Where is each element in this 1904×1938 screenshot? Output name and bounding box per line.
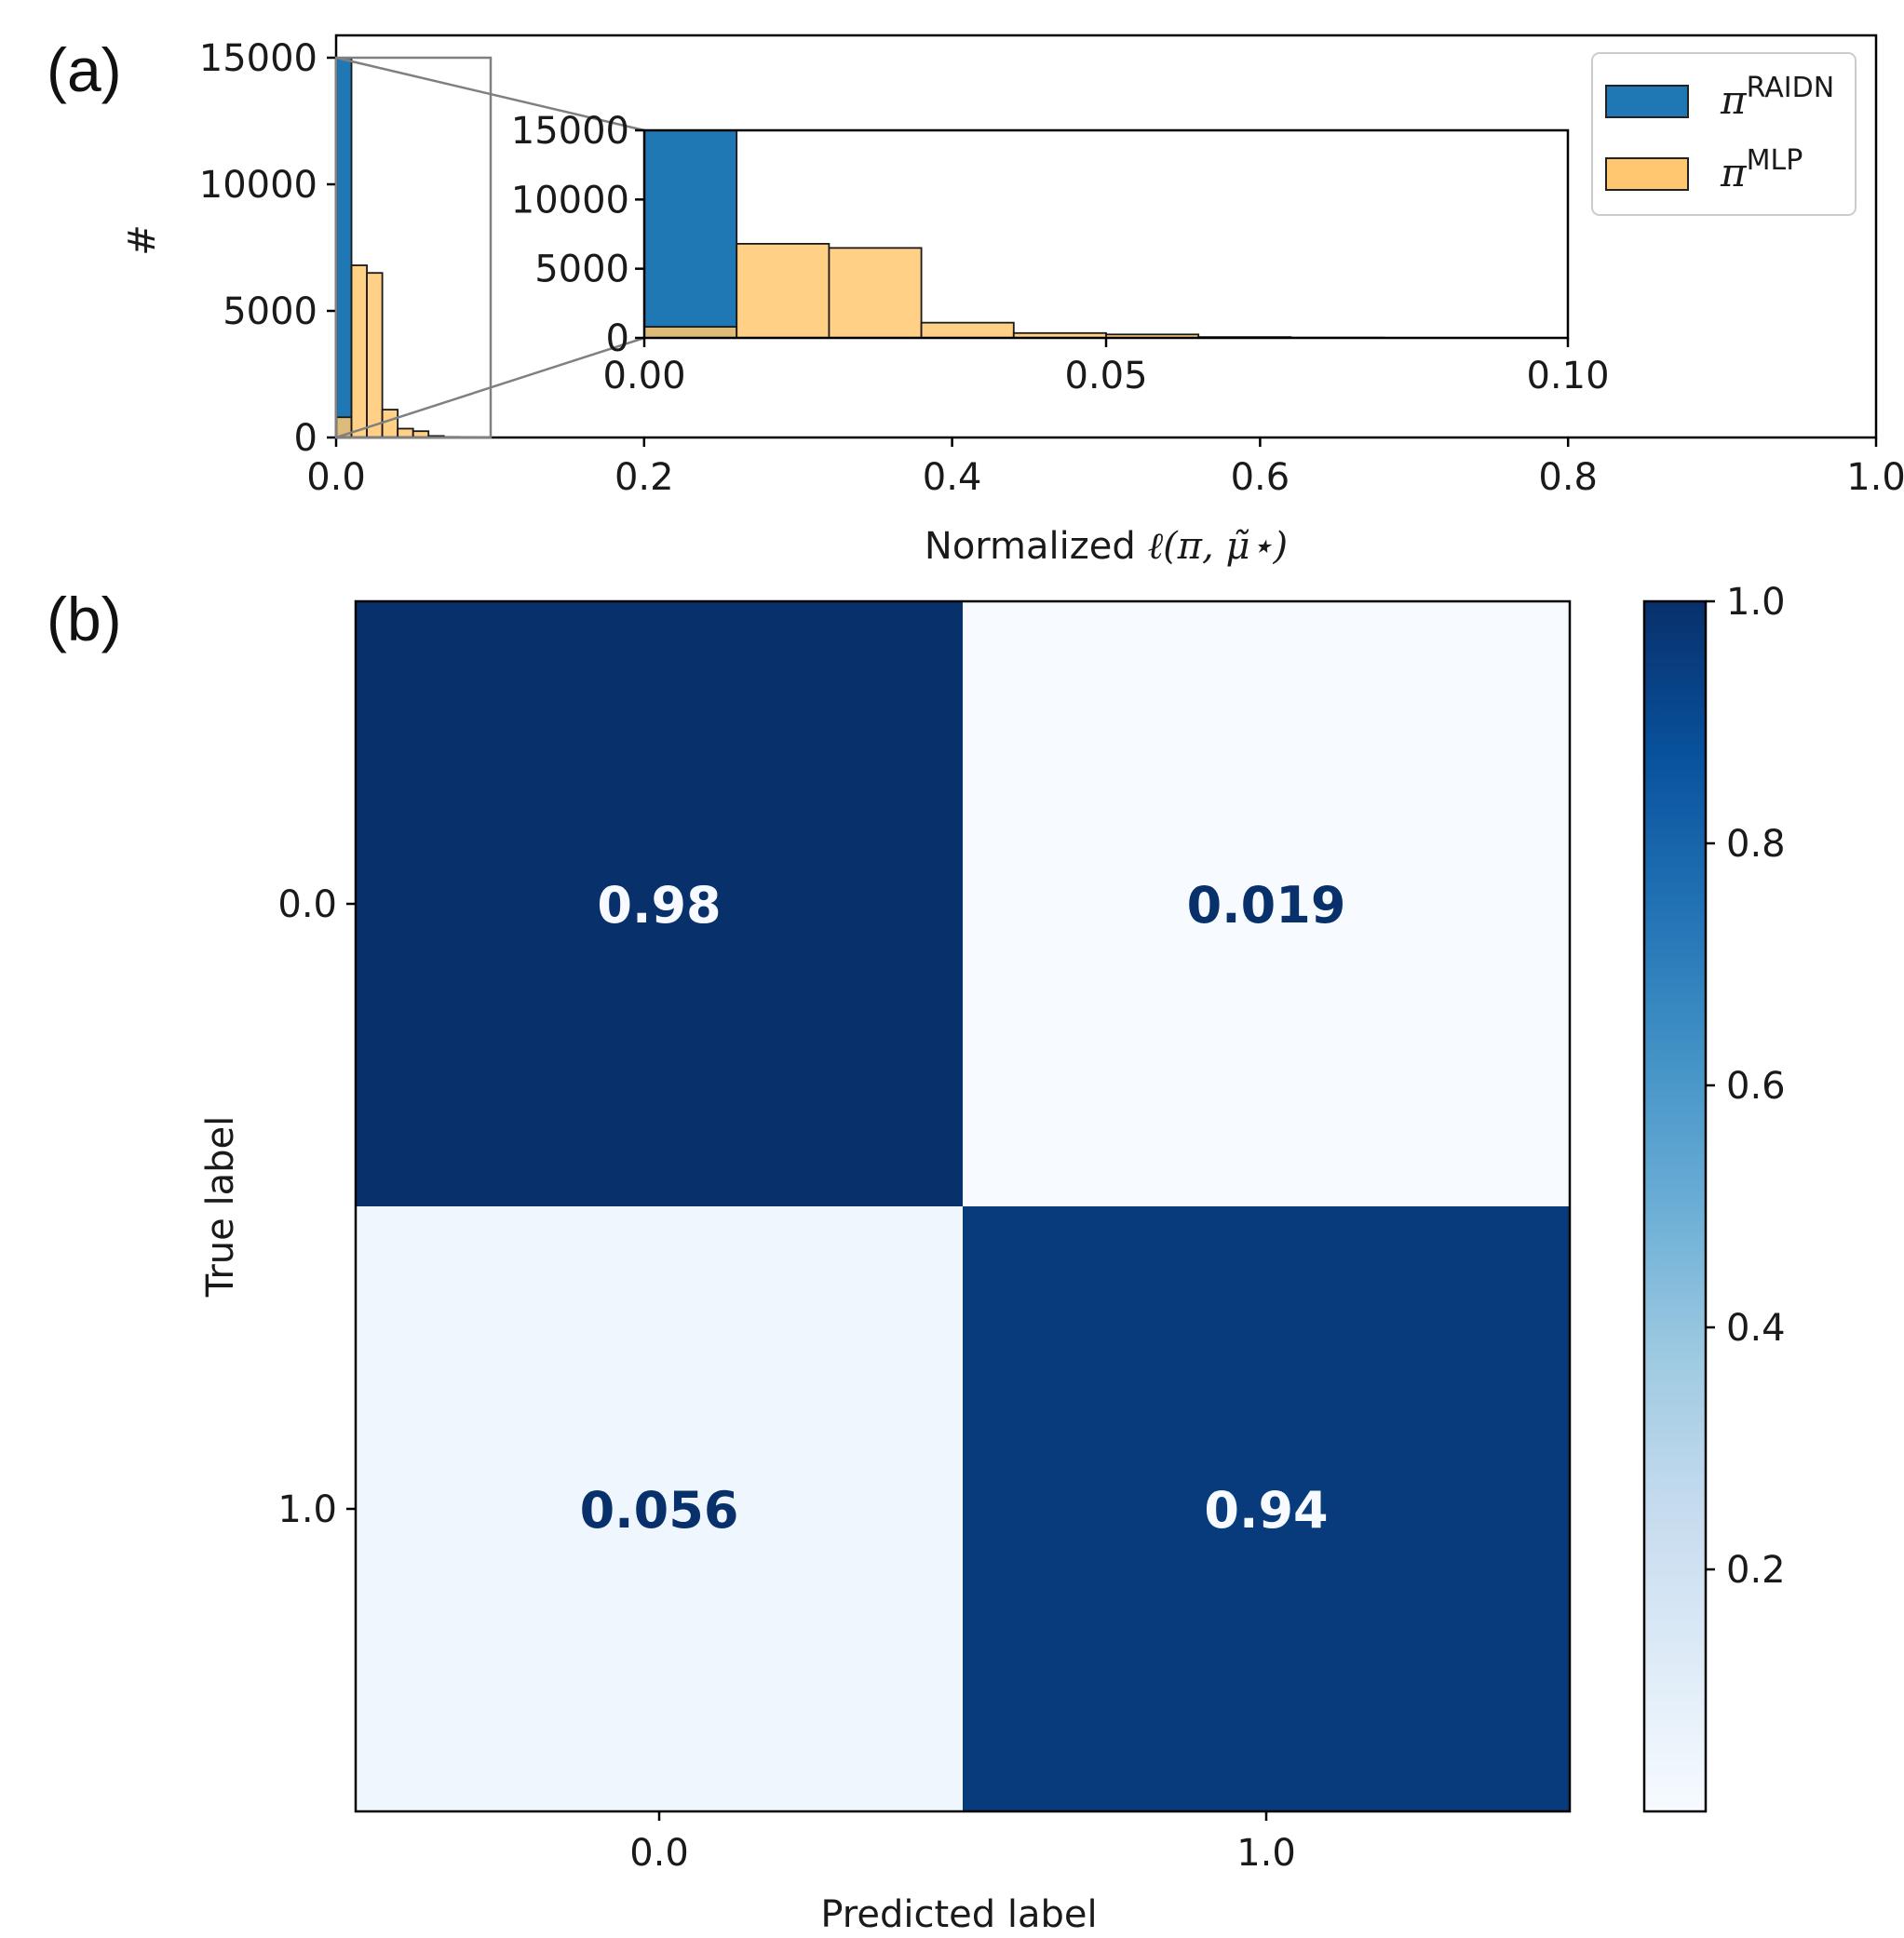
legend-swatch-mlp [1605, 157, 1689, 191]
main-x-tick-label: 0.8 [1538, 456, 1598, 499]
cm-cell [963, 601, 1570, 1206]
legend-symbol-raidn: π [1720, 77, 1748, 123]
main-y-tick-label: 0 [294, 417, 317, 460]
inset-x-tick-label: 0.10 [1526, 355, 1609, 397]
inset-x-tick-label: 0.05 [1064, 355, 1147, 397]
legend-label-mlp: πMLP [1720, 144, 1803, 195]
main-y-tick-label: 10000 [199, 164, 317, 207]
cm-x-ticks: 0.0 1.0 [629, 1811, 1296, 1875]
colorbar-tick-label: 0.6 [1726, 1065, 1786, 1108]
inset-mlp-bar [828, 247, 923, 339]
inset-y-tick-label: 5000 [534, 249, 629, 291]
panel-b-label: (b) [47, 585, 122, 653]
inset-raidn-bar [643, 129, 738, 339]
main-x-tick-label: 0.6 [1231, 456, 1290, 499]
cm-cell-value: 0.056 [580, 1481, 739, 1540]
main-mlp-bar [381, 409, 399, 438]
confusion-matrix-frame [354, 599, 1572, 1813]
legend: πRAIDN πMLP [1591, 52, 1857, 216]
inset-x-ticks: 0.00 0.05 0.10 [602, 338, 1610, 397]
legend-sup-mlp: MLP [1747, 144, 1803, 177]
zoom-region-box [334, 56, 493, 439]
zoom-connector-bottom [335, 336, 645, 439]
inset-x-tick-label: 0.00 [602, 355, 685, 397]
zoom-connector-top [335, 56, 645, 132]
colorbar-ticks: 0.2 0.4 0.6 0.8 1.0 [1706, 581, 1786, 1592]
main-mlp-bar [366, 272, 384, 438]
legend-symbol-mlp: π [1720, 150, 1748, 195]
main-x-tick-label: 0.2 [614, 456, 674, 499]
x-axis-title-prefix: Normalized [925, 525, 1148, 568]
panel-b-confusion-matrix: (b) 0.98 0.019 0.056 0.94 0.0 1.0 0.0 1.0 Pre… [47, 581, 1786, 1936]
cm-cell-value: 0.019 [1187, 876, 1346, 935]
inset-mlp-bar [736, 243, 830, 339]
colorbar: 0.2 0.4 0.6 0.8 1.0 [1642, 581, 1786, 1813]
colorbar-tick-label: 0.2 [1726, 1549, 1786, 1592]
main-histogram-bars [335, 57, 476, 438]
colorbar-tick-label: 0.4 [1726, 1307, 1786, 1350]
cm-x-axis-title: Predicted label [820, 1893, 1097, 1936]
inset-histogram-bars [643, 129, 1477, 339]
cm-y-tick-label: 1.0 [277, 1488, 337, 1531]
colorbar-tick-label: 0.8 [1726, 823, 1786, 866]
inset-mlp-bar [920, 321, 1015, 339]
cm-cell [356, 601, 963, 1206]
inset-y-ticks: 0 5000 10000 15000 [511, 110, 644, 360]
panel-a-label: (a) [47, 35, 122, 104]
cm-cell-value: 0.94 [1204, 1481, 1328, 1540]
main-raidn-bar [335, 57, 353, 438]
inset-axes: 0.00 0.05 0.10 0 5000 10000 15000 [511, 110, 1610, 397]
main-y-axis-title: # [121, 224, 164, 256]
main-y-tick-label: 15000 [199, 37, 317, 80]
panel-a-histogram: (a) 0.0 0.2 0.4 0.6 0.8 1.0 0 5000 10000 15000 N… [47, 34, 1904, 568]
main-x-ticks: 0.0 0.2 0.4 0.6 0.8 1.0 [306, 437, 1904, 499]
main-y-ticks: 0 5000 10000 15000 [199, 37, 336, 460]
confusion-matrix-cells: 0.98 0.019 0.056 0.94 [356, 601, 1570, 1811]
legend-label-raidn: πRAIDN [1720, 72, 1834, 123]
main-x-tick-label: 1.0 [1846, 456, 1904, 499]
inset-y-tick-label: 10000 [511, 179, 629, 222]
main-x-tick-label: 0.0 [306, 456, 366, 499]
cm-cell [356, 1206, 963, 1811]
main-y-tick-label: 5000 [223, 290, 317, 333]
main-mlp-bar [350, 264, 368, 438]
inset-y-tick-label: 15000 [511, 110, 629, 153]
cm-cell [963, 1206, 1570, 1811]
cm-x-tick-label: 0.0 [629, 1832, 689, 1875]
colorbar-gradient [1642, 599, 1708, 1813]
main-mlp-bar [397, 427, 414, 438]
main-x-tick-label: 0.4 [923, 456, 982, 499]
cm-y-tick-label: 0.0 [277, 883, 337, 926]
cm-y-axis-title: True label [199, 1116, 242, 1298]
cm-cell-value: 0.98 [597, 876, 721, 935]
inset-mlp-bar [643, 326, 738, 339]
x-axis-title-math: ℓ(π, μ̃⋆) [1147, 525, 1288, 568]
main-x-axis-title: Normalized ℓ(π, μ̃⋆) [925, 525, 1288, 568]
cm-y-ticks: 0.0 1.0 [277, 883, 356, 1531]
cm-x-tick-label: 1.0 [1236, 1832, 1296, 1875]
colorbar-tick-label: 1.0 [1726, 581, 1786, 624]
legend-sup-raidn: RAIDN [1747, 72, 1835, 104]
legend-swatch-raidn [1605, 85, 1689, 118]
inset-y-tick-label: 0 [606, 317, 629, 360]
